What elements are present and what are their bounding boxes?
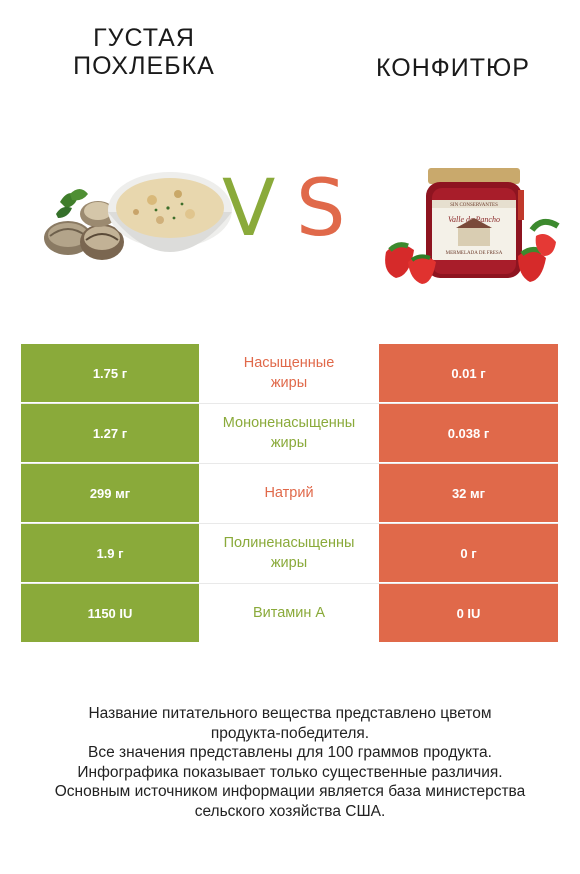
left-product-title: ГУСТАЯ ПОХЛЕБКА bbox=[73, 24, 215, 80]
table-row: 1150 IU Витамин A 0 IU bbox=[21, 584, 558, 642]
nutrient-name: Полиненасыщенны жиры bbox=[223, 535, 355, 571]
footer-line: сельского хозяйства США. bbox=[194, 802, 386, 820]
bowl-icon bbox=[108, 172, 232, 252]
footer-line: Все значения представлены для 100 граммо… bbox=[88, 744, 492, 761]
nutrient-name: Витамин A bbox=[252, 605, 326, 621]
vs-label: V S bbox=[222, 164, 352, 258]
nutrient-name: Натрий bbox=[264, 485, 314, 501]
left-value: 1.9 г bbox=[21, 524, 199, 582]
footer-line: Основным источником информации является … bbox=[54, 783, 526, 800]
jar-tag-text: SIN CONSERVANTES bbox=[450, 203, 498, 208]
right-product-title: КОНФИТЮР bbox=[376, 54, 530, 82]
footer-line: продукта-победителя. bbox=[210, 724, 370, 742]
footer-line: Инфографика показывает только существенн… bbox=[77, 763, 503, 781]
left-value: 299 мг bbox=[21, 464, 199, 522]
nutrient-name: Насыщенные жиры bbox=[243, 355, 335, 391]
right-value: 0 г bbox=[379, 524, 558, 582]
left-value: 1.27 г bbox=[21, 404, 199, 462]
strawberry-icon bbox=[385, 218, 560, 284]
row-divider bbox=[21, 523, 558, 524]
clam-icon bbox=[44, 201, 124, 260]
table-row: 1.75 г Насыщенные жиры 0.01 г bbox=[21, 344, 558, 404]
vs-s-letter: S bbox=[296, 164, 346, 254]
row-divider bbox=[21, 403, 558, 404]
nutrient-name: Мононенасыщенны жиры bbox=[222, 415, 356, 451]
comparison-table: 1.75 г Насыщенные жиры 0.01 г 1.27 г Мон… bbox=[21, 344, 558, 644]
table-row: 299 мг Натрий 32 мг bbox=[21, 464, 558, 524]
footer-line: Название питательного вещества представл… bbox=[88, 705, 492, 722]
right-value: 0 IU bbox=[379, 584, 558, 642]
table-row: 1.9 г Полиненасыщенны жиры 0 г bbox=[21, 524, 558, 584]
left-value: 1150 IU bbox=[21, 584, 199, 642]
jam-image: SIN CONSERVANTES Valle de Pancho MERMELA… bbox=[372, 158, 562, 292]
jar-icon: SIN CONSERVANTES Valle de Pancho MERMELA… bbox=[426, 168, 524, 278]
vs-v-letter: V bbox=[222, 164, 276, 254]
right-value: 0.038 г bbox=[379, 404, 558, 462]
row-divider bbox=[21, 463, 558, 464]
row-divider bbox=[21, 583, 558, 584]
footer-notes: Название питательного вещества представл… bbox=[20, 704, 560, 821]
parsley-icon bbox=[56, 189, 88, 218]
right-value: 0.01 г bbox=[379, 344, 558, 402]
left-value: 1.75 г bbox=[21, 344, 199, 402]
table-row: 1.27 г Мононенасыщенны жиры 0.038 г bbox=[21, 404, 558, 464]
jar-product-text: MERMELADA DE FRESA bbox=[446, 251, 503, 256]
right-value: 32 мг bbox=[379, 464, 558, 522]
chowder-image bbox=[40, 158, 240, 282]
